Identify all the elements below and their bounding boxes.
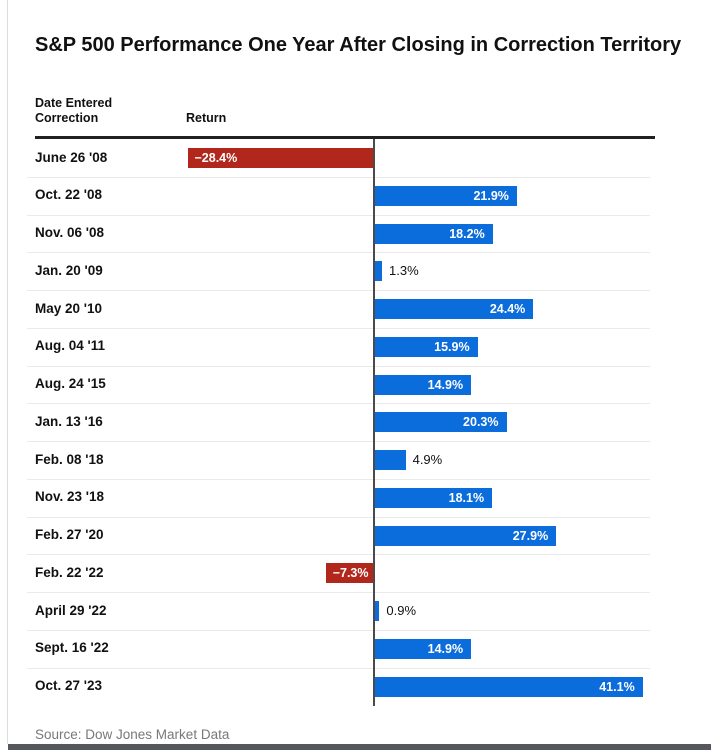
column-header-return: Return: [186, 111, 227, 125]
row-date-label: Feb. 08 '18: [35, 451, 104, 467]
bar-value-label: 27.9%: [512, 528, 549, 543]
bar-value-label: 41.1%: [599, 679, 635, 694]
chart-title: S&P 500 Performance One Year After Closi…: [35, 34, 682, 57]
bar-value-label: 14.9%: [427, 641, 464, 656]
bar-value-label: 18.1%: [448, 490, 485, 505]
bar-row: Oct. 22 '08 21.9%: [0, 177, 711, 215]
bottom-border-bar: [8, 744, 711, 750]
row-separator: [27, 290, 650, 291]
row-date-label: Aug. 04 '11: [35, 338, 105, 354]
bar-value-label: 4.9%: [412, 452, 443, 467]
row-separator: [27, 629, 650, 631]
bar-value-label: 14.9%: [427, 377, 464, 392]
return-bar-positive: 18.2%: [373, 223, 493, 244]
column-header-date: Date Entered Correction: [35, 96, 113, 125]
row-date-label: Feb. 22 '22: [35, 564, 104, 580]
header-rule: [35, 136, 655, 139]
row-date-label: Oct. 22 '08: [35, 187, 102, 203]
row-separator: [27, 516, 650, 518]
bar-row: Aug. 04 '11 15.9%: [0, 328, 711, 366]
row-separator: [27, 403, 650, 405]
row-separator: [27, 441, 650, 442]
bar-value-label: −7.3%: [332, 566, 369, 581]
bar-row: Feb. 27 '20 27.9%: [0, 517, 711, 555]
return-bar-negative: −7.3%: [325, 563, 374, 584]
return-bar-positive: 14.9%: [373, 374, 472, 395]
zero-axis-line: [373, 139, 375, 706]
bar-row: Nov. 23 '18 18.1%: [0, 479, 711, 517]
return-bar-positive: 27.9%: [373, 525, 557, 546]
bar-value-label: 20.3%: [463, 415, 499, 430]
row-date-label: Feb. 27 '20: [35, 527, 104, 542]
bar-row: June 26 '08 −28.4%: [0, 139, 711, 177]
bar-row: April 29 '22 0.9%: [0, 592, 711, 630]
bar-value-label: 15.9%: [434, 339, 470, 354]
bar-row: Feb. 08 '18 4.9%: [0, 441, 711, 479]
row-separator: [27, 214, 650, 216]
return-bar-positive: [373, 450, 406, 470]
bar-value-label: 1.3%: [389, 263, 419, 279]
bar-row: Jan. 13 '16 20.3%: [0, 403, 711, 441]
row-date-label: April 29 '22: [35, 602, 107, 618]
bar-value-label: 0.9%: [386, 603, 417, 618]
bar-row: Jan. 20 '09 1.3%: [0, 252, 711, 290]
bar-value-label: 18.2%: [449, 226, 485, 241]
row-separator: [27, 478, 650, 480]
bar-row: Oct. 27 '23 41.1%: [0, 668, 711, 706]
row-date-label: Nov. 23 '18: [35, 489, 104, 505]
return-bar-positive: 20.3%: [373, 412, 507, 433]
return-bar-positive: 18.1%: [373, 487, 493, 508]
row-separator: [27, 554, 650, 556]
row-separator: [27, 365, 650, 367]
row-separator: [27, 252, 650, 254]
row-date-label: Nov. 06 '08: [35, 225, 104, 240]
row-separator: [27, 176, 650, 178]
bar-row: Sept. 16 '22 14.9%: [0, 630, 711, 668]
bar-row: May 20 '10 24.4%: [0, 290, 711, 328]
row-separator: [27, 327, 650, 329]
return-bar-positive: 24.4%: [373, 299, 534, 319]
bar-row: Aug. 24 '15 14.9%: [0, 366, 711, 404]
left-border-line: [7, 0, 8, 744]
return-bar-negative: −28.4%: [187, 148, 374, 168]
return-bar-positive: [373, 261, 382, 282]
row-date-label: Sept. 16 '22: [35, 640, 109, 656]
bar-value-label: 24.4%: [489, 302, 526, 316]
return-bar-positive: [373, 601, 380, 621]
bar-value-label: 21.9%: [473, 188, 509, 203]
row-date-label: Jan. 20 '09: [35, 262, 103, 278]
bar-row: Feb. 22 '22 −7.3%: [0, 554, 711, 592]
return-bar-positive: 14.9%: [373, 638, 472, 659]
return-bar-positive: 41.1%: [373, 676, 643, 697]
return-bar-positive: 21.9%: [373, 185, 517, 206]
row-date-label: Aug. 24 '15: [35, 376, 106, 391]
row-date-label: Jan. 13 '16: [35, 413, 103, 429]
row-date-label: June 26 '08: [35, 149, 108, 165]
row-separator: [27, 592, 650, 593]
row-date-label: Oct. 27 '23: [35, 678, 102, 693]
bar-value-label: −28.4%: [194, 151, 238, 165]
bar-row: Nov. 06 '08 18.2%: [0, 215, 711, 253]
bar-chart: June 26 '08 −28.4% Oct. 22 '08 21.9% Nov. 06…: [0, 139, 711, 706]
source-attribution: Source: Dow Jones Market Data: [35, 727, 230, 742]
row-date-label: May 20 '10: [35, 300, 103, 316]
row-separator: [27, 667, 650, 669]
return-bar-positive: 15.9%: [373, 336, 478, 357]
